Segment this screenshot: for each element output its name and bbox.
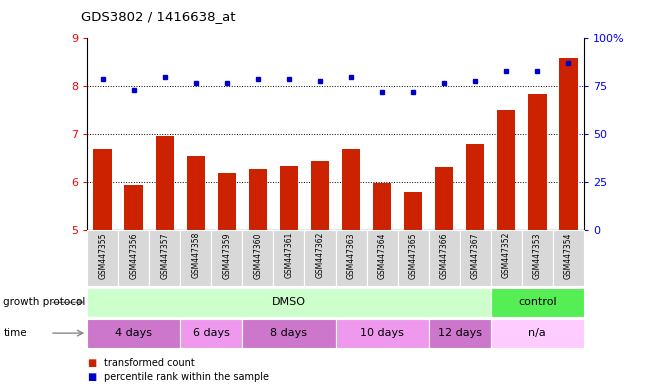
Bar [497,111,515,230]
Text: 10 days: 10 days [360,328,404,338]
Bar [372,183,391,230]
Text: GSM447362: GSM447362 [315,232,325,278]
Text: GSM447355: GSM447355 [98,232,107,278]
Bar [311,161,329,230]
Bar [522,230,553,286]
Text: GDS3802 / 1416638_at: GDS3802 / 1416638_at [81,10,235,23]
Bar [242,230,274,286]
Bar [125,185,143,230]
Bar [336,230,366,286]
Text: ■: ■ [87,358,97,368]
Bar [429,319,491,348]
Bar [93,149,112,230]
Bar [429,230,460,286]
Text: GSM447359: GSM447359 [222,232,231,278]
Text: growth protocol: growth protocol [3,297,86,308]
Text: GSM447356: GSM447356 [130,232,138,278]
Bar [460,230,491,286]
Text: GSM447353: GSM447353 [533,232,541,278]
Text: percentile rank within the sample: percentile rank within the sample [104,372,269,382]
Bar [180,319,242,348]
Text: GSM447361: GSM447361 [285,232,293,278]
Bar [187,156,205,230]
Text: GSM447364: GSM447364 [378,232,386,278]
Bar [305,230,336,286]
Bar [404,192,423,230]
Bar [242,319,336,348]
Text: GSM447358: GSM447358 [191,232,201,278]
Bar [336,319,429,348]
Bar [274,230,305,286]
Bar [118,230,150,286]
Bar [150,230,180,286]
Bar [397,230,429,286]
Bar [491,230,522,286]
Text: GSM447367: GSM447367 [470,232,480,278]
Text: GSM447357: GSM447357 [160,232,169,278]
Text: GSM447366: GSM447366 [440,232,449,278]
Bar [87,288,491,317]
Text: n/a: n/a [528,328,546,338]
Bar [528,94,546,230]
Bar [156,136,174,230]
Text: GSM447352: GSM447352 [502,232,511,278]
Bar [366,230,397,286]
Bar [342,149,360,230]
Bar [280,166,298,230]
Bar [435,167,454,230]
Text: GSM447365: GSM447365 [409,232,417,278]
Bar [559,58,578,230]
Text: GSM447360: GSM447360 [254,232,262,278]
Bar [87,319,180,348]
Text: time: time [3,328,27,338]
Bar [553,230,584,286]
Text: ■: ■ [87,372,97,382]
Text: control: control [518,297,556,308]
Bar [180,230,211,286]
Text: 4 days: 4 days [115,328,152,338]
Bar [491,288,584,317]
Text: DMSO: DMSO [272,297,306,308]
Text: 12 days: 12 days [437,328,482,338]
Bar [211,230,242,286]
Text: GSM447363: GSM447363 [346,232,356,278]
Text: 8 days: 8 days [270,328,307,338]
Bar [248,169,267,230]
Text: GSM447354: GSM447354 [564,232,573,278]
Text: 6 days: 6 days [193,328,229,338]
Bar [87,230,118,286]
Bar [466,144,484,230]
Bar [217,173,236,230]
Bar [491,319,584,348]
Text: transformed count: transformed count [104,358,195,368]
